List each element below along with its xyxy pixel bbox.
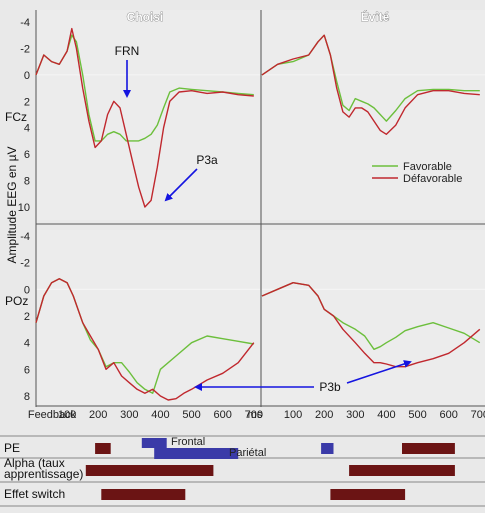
region-label-parietal: Pariétal (229, 447, 266, 459)
x-tick-label: 400 (377, 409, 395, 421)
x-tick-label: 700 (245, 409, 263, 421)
y-tick-label: 10 (18, 202, 30, 214)
effect-row-label-line: Effet switch (4, 487, 65, 501)
y-axis-label: Amplitude EEG en µV (5, 147, 19, 264)
legend-label: Défavorable (403, 173, 462, 185)
x-tick-label: 100 (58, 409, 76, 421)
annotation-frn: FRN (115, 44, 140, 58)
y-tick-label: 4 (24, 338, 30, 350)
y-tick-label: 4 (24, 123, 30, 135)
effect-bar (349, 465, 455, 476)
panel-bg (262, 230, 485, 405)
panel-bg (36, 10, 260, 220)
x-tick-label: 400 (151, 409, 169, 421)
y-tick-label: -4 (20, 231, 30, 243)
effect-bar (330, 489, 406, 500)
x-unit-label: ms (248, 409, 263, 421)
effect-row-label: Effet switch (4, 487, 65, 501)
annotation-p3b: P3b (319, 380, 341, 394)
effect-row-label-line: Alpha (taux (4, 456, 65, 470)
effect-bar (95, 443, 111, 454)
y-tick-label: 0 (24, 70, 30, 82)
effect-bar (141, 438, 167, 448)
x-tick-label: 500 (182, 409, 200, 421)
y-tick-label: 8 (24, 176, 30, 188)
y-tick-label: -2 (20, 258, 30, 270)
row-label-poz: POz (5, 294, 28, 308)
column-title-evite: Évité (361, 9, 390, 24)
series-line-defavorable (35, 278, 255, 401)
y-tick-label: 2 (24, 96, 30, 108)
x-tick-label: 600 (213, 409, 231, 421)
y-tick-label: -2 (20, 43, 30, 55)
x-tick-label: 500 (408, 409, 426, 421)
y-tick-label: 6 (24, 149, 30, 161)
panel-bg (36, 230, 260, 405)
row-label-fcz: FCz (5, 110, 27, 124)
y-tick-label: 6 (24, 364, 30, 376)
y-tick-label: 2 (24, 311, 30, 323)
arrow-p3b-right (346, 360, 412, 384)
annotation-p3a: P3a (196, 153, 218, 167)
x-tick-label: 200 (315, 409, 333, 421)
panel-bg (262, 10, 485, 220)
x-tick-label: 700 (471, 409, 485, 421)
x-tick-label: 200 (89, 409, 107, 421)
effect-bar (101, 489, 186, 500)
arrow-p3a (164, 168, 198, 202)
x-tick-label: 100 (284, 409, 302, 421)
y-tick-label: -4 (20, 17, 30, 29)
region-label-frontal: Frontal (171, 436, 205, 448)
legend-label: Favorable (403, 161, 452, 173)
effect-row-label: PE (4, 441, 20, 455)
x-tick-label: 300 (346, 409, 364, 421)
y-tick-label: 0 (24, 284, 30, 296)
effect-bar (402, 443, 455, 454)
x-tick-label: 300 (120, 409, 138, 421)
column-title-choisi: Choisi (127, 10, 164, 24)
effect-row-label-line: apprentissage) (4, 467, 83, 481)
effect-row-label-line: PE (4, 441, 20, 455)
effect-bar (321, 443, 334, 454)
effect-bar (85, 465, 214, 476)
series-line-defavorable (261, 282, 481, 368)
series-line-defavorable (35, 27, 254, 208)
y-tick-label: 8 (24, 391, 30, 403)
effect-row-label: Alpha (taux apprentissage) (4, 456, 83, 481)
series-line-defavorable (261, 34, 480, 136)
x-tick-label: 600 (439, 409, 457, 421)
x-tick-label: Feedback (28, 409, 77, 421)
effect-bar (154, 448, 239, 459)
